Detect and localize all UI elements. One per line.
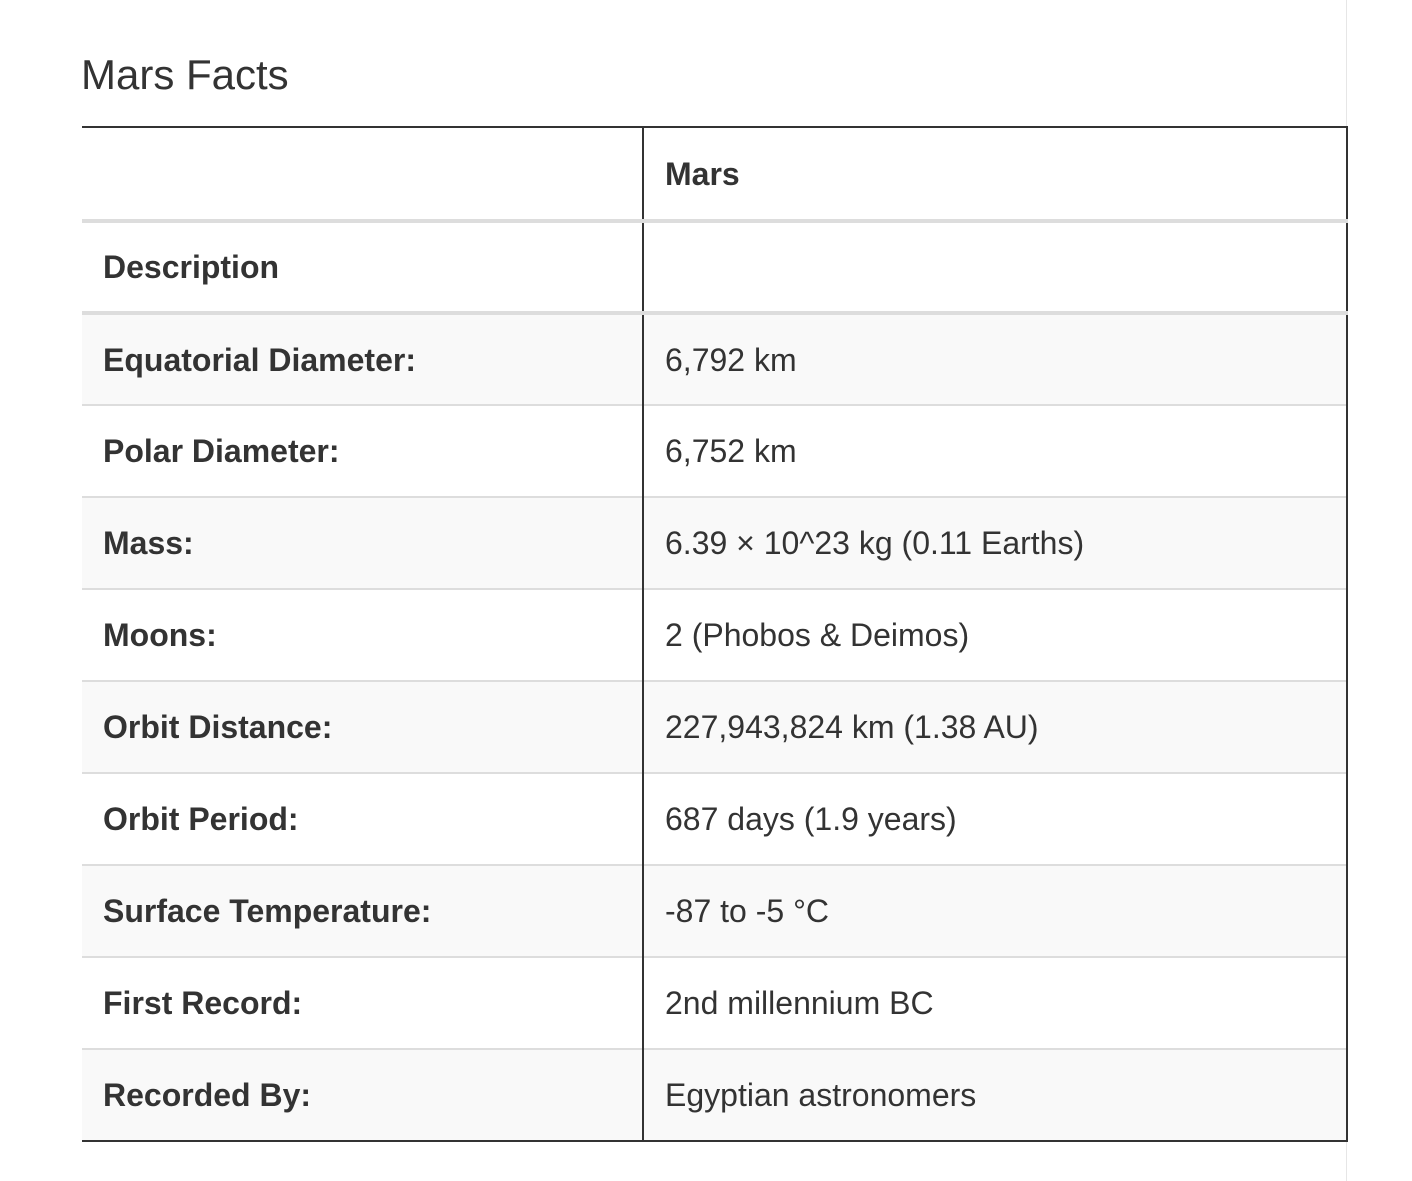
row-value: -87 to -5 °C	[643, 865, 1348, 957]
table-header-row: Mars	[82, 127, 1348, 221]
row-label: Polar Diameter:	[82, 405, 644, 497]
row-value: 6,792 km	[643, 313, 1348, 405]
row-label: Recorded By:	[82, 1049, 644, 1141]
table-row-surface-temperature: Surface Temperature: -87 to -5 °C	[82, 865, 1348, 957]
row-value: 2 (Phobos & Deimos)	[643, 589, 1348, 681]
table-row-first-record: First Record: 2nd millennium BC	[82, 957, 1348, 1049]
row-label: Orbit Distance:	[82, 681, 644, 773]
mars-facts-table: Mars Description Equatorial Diameter: 6,…	[82, 126, 1348, 1142]
row-label: First Record:	[82, 957, 644, 1049]
row-value: 6.39 × 10^23 kg (0.11 Earths)	[643, 497, 1348, 589]
row-label: Equatorial Diameter:	[82, 313, 644, 405]
row-value: 6,752 km	[643, 405, 1348, 497]
table-row-orbit-distance: Orbit Distance: 227,943,824 km (1.38 AU)	[82, 681, 1348, 773]
row-value: 227,943,824 km (1.38 AU)	[643, 681, 1348, 773]
header-label-cell	[82, 127, 644, 221]
row-value: 2nd millennium BC	[643, 957, 1348, 1049]
table-row-polar-diameter: Polar Diameter: 6,752 km	[82, 405, 1348, 497]
row-value	[643, 221, 1348, 313]
row-value: Egyptian astronomers	[643, 1049, 1348, 1141]
header-value-cell: Mars	[643, 127, 1348, 221]
table-row-moons: Moons: 2 (Phobos & Deimos)	[82, 589, 1348, 681]
row-label: Description	[82, 221, 644, 313]
table-row-mass: Mass: 6.39 × 10^23 kg (0.11 Earths)	[82, 497, 1348, 589]
page-container: Mars Facts Mars Description Equatorial D…	[81, 0, 1348, 1181]
row-label: Surface Temperature:	[82, 865, 644, 957]
row-label: Moons:	[82, 589, 644, 681]
row-label: Orbit Period:	[82, 773, 644, 865]
page-title: Mars Facts	[81, 51, 289, 98]
table-row-description: Description	[82, 221, 1348, 313]
row-label: Mass:	[82, 497, 644, 589]
table-row-orbit-period: Orbit Period: 687 days (1.9 years)	[82, 773, 1348, 865]
table-row-recorded-by: Recorded By: Egyptian astronomers	[82, 1049, 1348, 1141]
table-row-equatorial-diameter: Equatorial Diameter: 6,792 km	[82, 313, 1348, 405]
row-value: 687 days (1.9 years)	[643, 773, 1348, 865]
